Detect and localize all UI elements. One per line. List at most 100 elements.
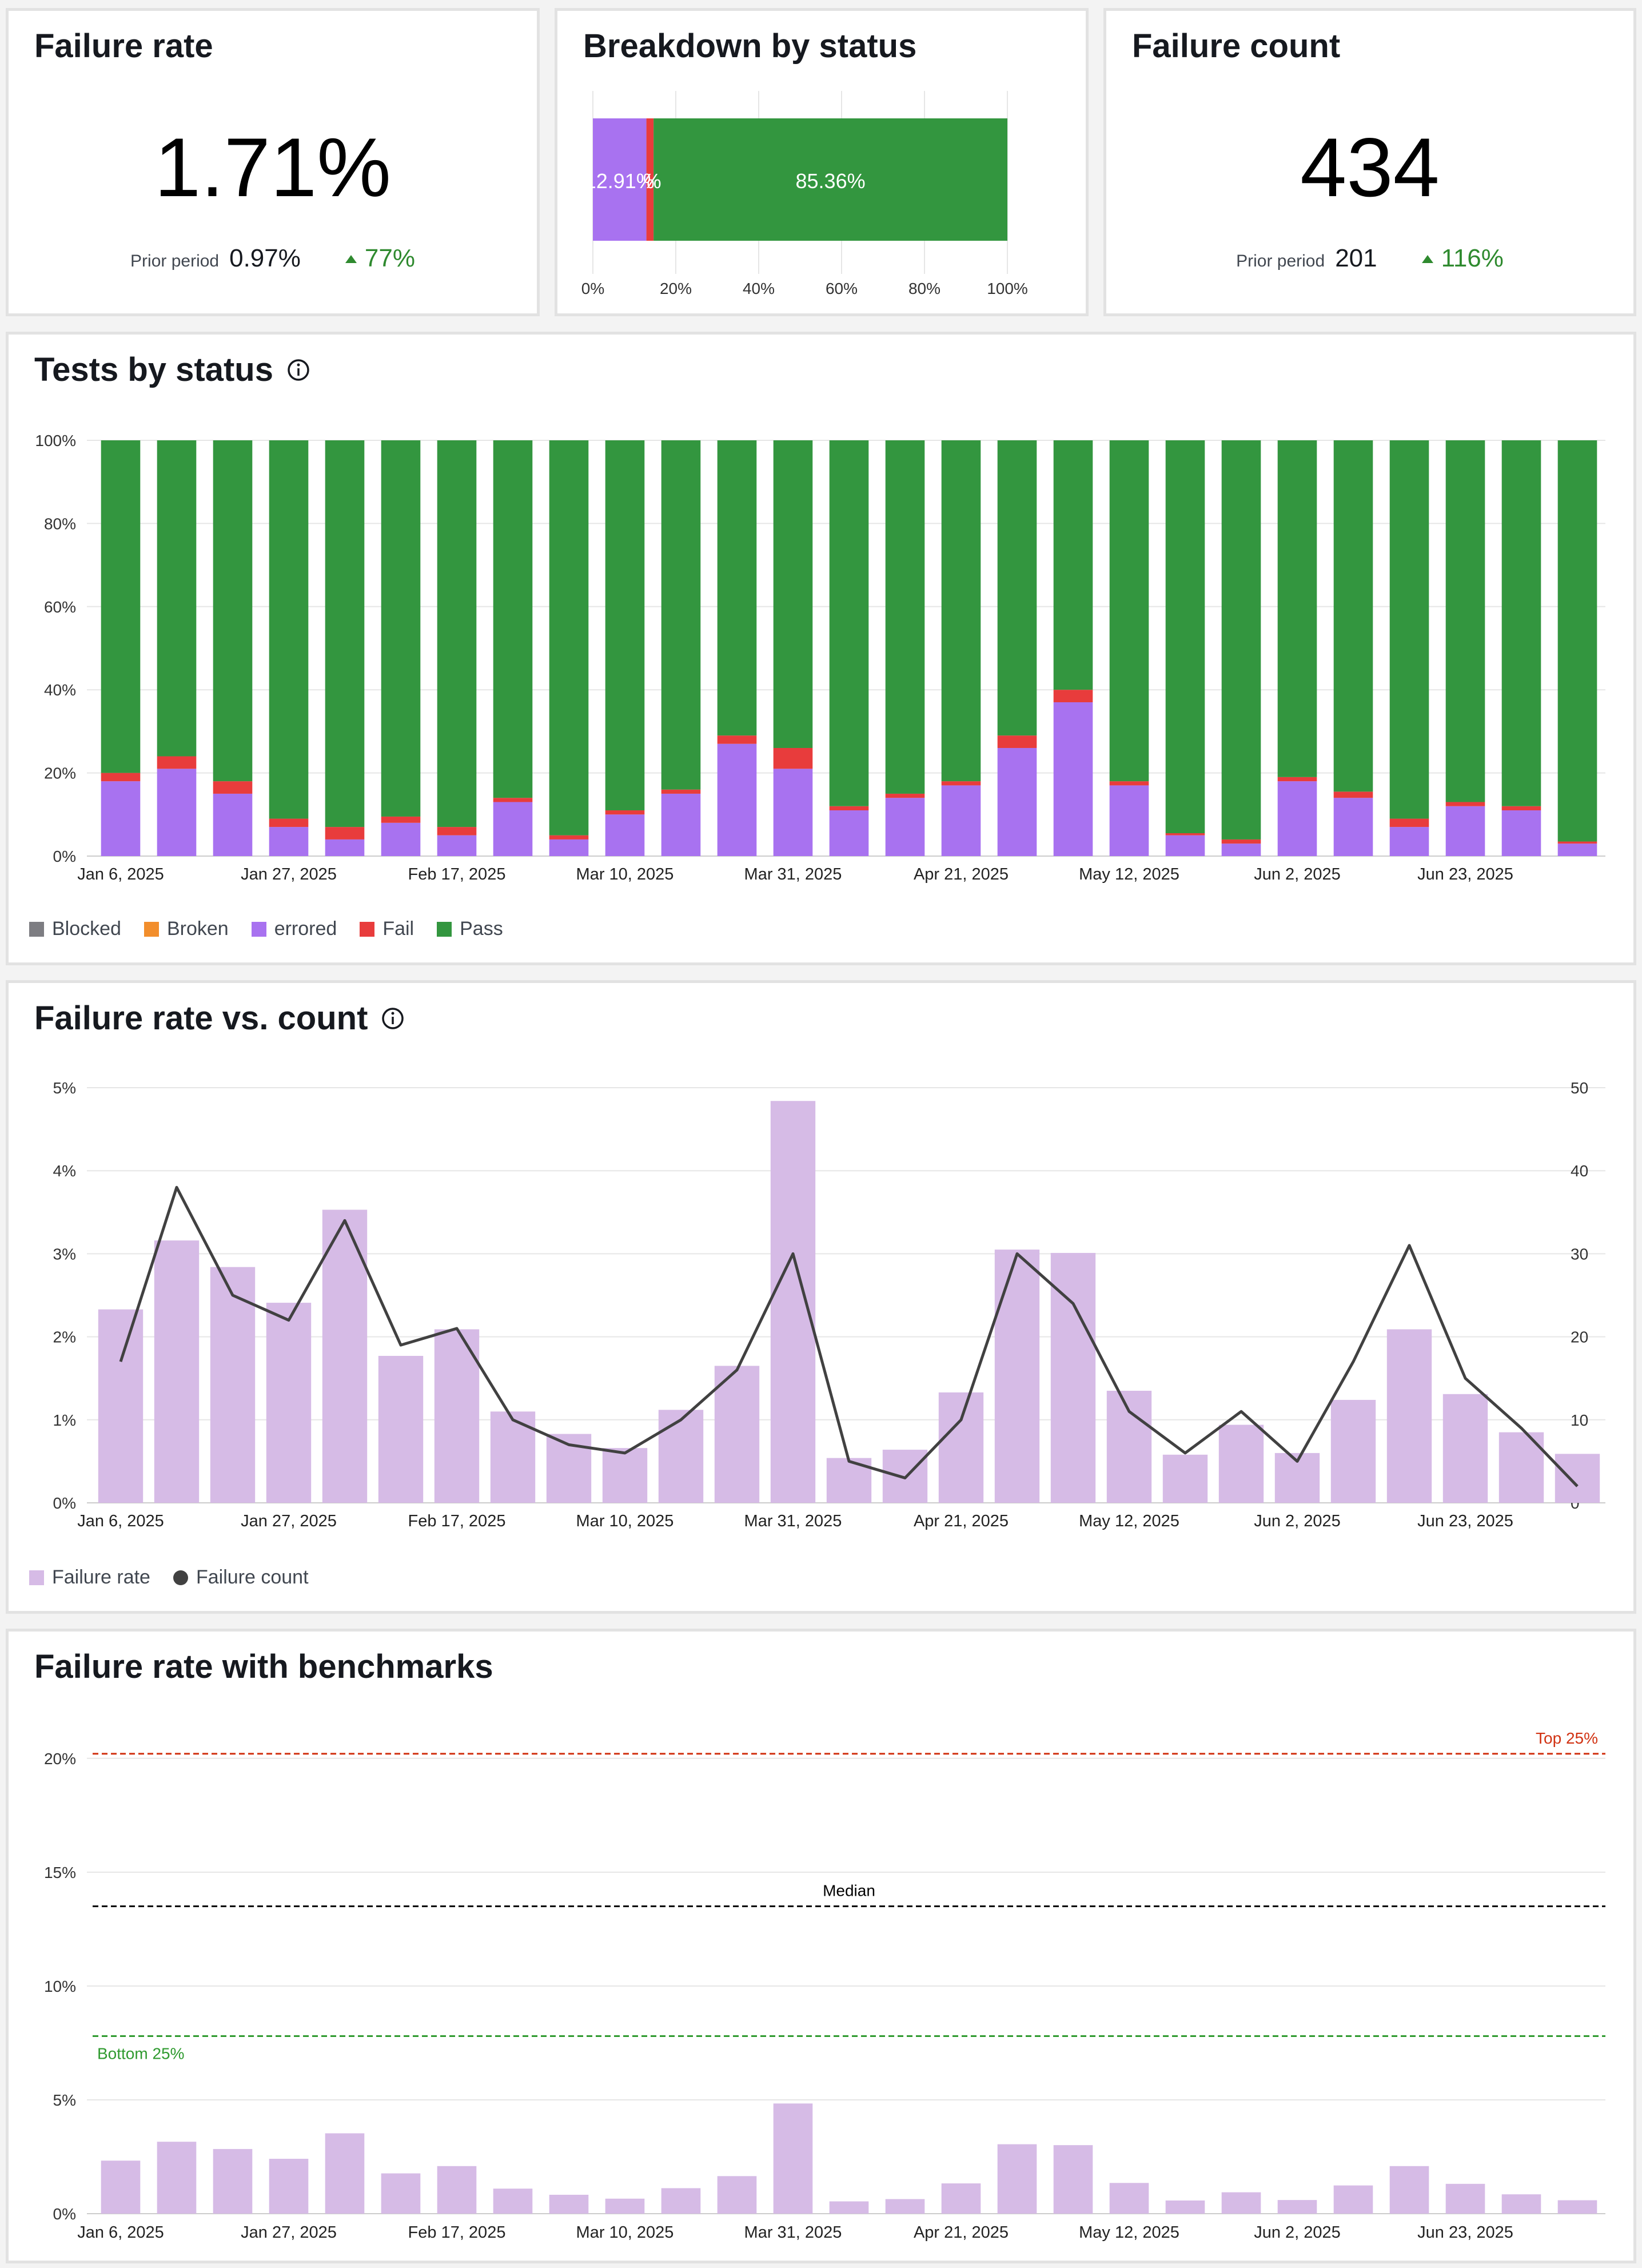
failure-rate-bar	[493, 2189, 533, 2214]
x-tick-label: Mar 10, 2025	[576, 2223, 674, 2242]
bar-segment-errored	[157, 769, 197, 856]
failure-rate-bar	[1109, 2183, 1149, 2214]
x-tick-label: Jan 6, 2025	[77, 865, 164, 884]
failure-rate-delta-value: 77%	[364, 244, 415, 272]
bar-segment-fail	[213, 781, 253, 794]
failure-rate-bar	[938, 1392, 984, 1503]
bar-segment-errored	[773, 769, 813, 856]
y-tick-label: 0%	[53, 847, 76, 865]
failure-rate-bar	[1555, 1454, 1600, 1503]
x-tick-label: Jun 2, 2025	[1254, 865, 1341, 884]
bar-segment-errored	[1165, 835, 1205, 856]
x-tick-label: Jun 23, 2025	[1417, 865, 1513, 884]
failure-rate-bar	[437, 2166, 477, 2214]
bar-segment-pass	[941, 440, 981, 782]
legend-label: Fail	[382, 918, 415, 940]
legend-label: Blocked	[52, 918, 121, 940]
legend-item-failure-count[interactable]: Failure count	[173, 1566, 309, 1589]
y-tick-label: 20%	[44, 1750, 76, 1768]
tests-by-status-title: Tests by status	[34, 351, 310, 389]
bar-segment-fail	[717, 735, 757, 744]
failure-rate-bar	[1333, 2185, 1373, 2214]
legend-item-broken[interactable]: Broken	[144, 918, 229, 940]
bar-segment-fail	[646, 118, 654, 241]
bar-segment-pass	[1109, 440, 1149, 782]
failure-rate-prior: Prior period 0.97% 77%	[9, 244, 537, 273]
failure-rate-card: Failure rate 1.71% Prior period 0.97% 77%	[6, 8, 540, 316]
bar-segment-fail	[997, 735, 1037, 748]
tests-by-status-card: Tests by status 0% 20% 40% 60% 80% 100% Jan 6,…	[6, 332, 1636, 965]
bar-segment-errored	[593, 118, 647, 241]
bar-segment-fail	[1165, 833, 1205, 835]
benchmark-label: Bottom 25%	[97, 2044, 185, 2062]
x-tick-label: Jun 2, 2025	[1254, 1512, 1341, 1530]
benchmarks-title: Failure rate with benchmarks	[34, 1648, 493, 1685]
benchmark-label: Median	[823, 1882, 875, 1900]
failure-rate-bar	[1445, 2183, 1485, 2214]
failure-rate-bar	[213, 2148, 253, 2214]
legend-item-errored[interactable]: errored	[251, 918, 337, 940]
legend-item-blocked[interactable]: Blocked	[29, 918, 121, 940]
failure-rate-bar	[1277, 2200, 1317, 2214]
bar-segment-errored	[1445, 806, 1485, 856]
failure-rate-bar	[1221, 2192, 1261, 2214]
bar-segment-errored	[269, 827, 309, 856]
failure-rate-bar	[1386, 1329, 1432, 1503]
y-tick-label-right: 10	[1571, 1411, 1588, 1429]
y-tick-label: 10%	[44, 1977, 76, 1995]
bar-segment-fail	[549, 835, 589, 839]
y-tick-label: 20%	[44, 765, 76, 782]
x-tick-label: 40%	[743, 280, 775, 297]
bar-segment-fail	[1221, 839, 1261, 844]
x-tick-label: Apr 21, 2025	[914, 1512, 1009, 1530]
y-tick-label: 100%	[35, 432, 76, 449]
y-tick-label-left: 0%	[53, 1494, 76, 1512]
x-tick-label: Jan 27, 2025	[241, 865, 337, 884]
bar-segment-pass	[717, 440, 757, 736]
bar-segment-errored	[325, 839, 365, 856]
bar-segment-pass	[549, 440, 589, 835]
legend-swatch	[251, 921, 266, 937]
failure-rate-bar	[434, 1329, 480, 1503]
y-tick-label: 40%	[44, 681, 76, 699]
bar-segment-errored	[997, 747, 1037, 856]
failure-rate-bar	[997, 2144, 1037, 2214]
failure-rate-bar	[658, 1410, 704, 1503]
bar-segment-errored	[493, 802, 533, 856]
legend-swatch	[437, 921, 452, 937]
legend-item-failure-rate[interactable]: Failure rate	[29, 1566, 150, 1589]
bar-segment-fail	[1389, 818, 1429, 827]
legend-swatch	[173, 1570, 188, 1585]
data-label: 85.36%	[796, 169, 866, 193]
prior-period-value: 201	[1335, 244, 1377, 272]
rate-vs-count-legend: Failure rate Failure count	[29, 1566, 332, 1589]
legend-item-pass[interactable]: Pass	[437, 918, 503, 940]
x-tick-label: Feb 17, 2025	[408, 1512, 506, 1530]
failure-rate-bar	[210, 1267, 256, 1503]
bar-segment-errored	[437, 835, 477, 856]
failure-rate-bar	[885, 2199, 925, 2214]
failure-rate-bar	[269, 2159, 309, 2214]
failure-rate-bar	[490, 1411, 536, 1503]
failure-rate-bar	[1442, 1394, 1488, 1503]
x-tick-label: May 12, 2025	[1079, 1512, 1179, 1530]
failure-count-prior: Prior period 201 116%	[1106, 244, 1633, 273]
info-icon[interactable]	[287, 359, 310, 381]
bar-segment-fail	[1277, 777, 1317, 782]
legend-item-fail[interactable]: Fail	[360, 918, 414, 940]
info-icon[interactable]	[381, 1007, 404, 1030]
bar-segment-fail	[1557, 841, 1597, 844]
bar-segment-errored	[1221, 843, 1261, 856]
bar-segment-fail	[605, 810, 645, 815]
bar-segment-pass	[661, 440, 701, 790]
tests-by-status-legend: Blocked Broken errored Fail Pass	[29, 918, 526, 940]
bar-segment-fail	[1445, 802, 1485, 806]
failure-rate-bar	[1053, 2145, 1093, 2214]
failure-rate-bar	[101, 2160, 141, 2214]
failure-rate-bar	[157, 2142, 197, 2214]
failure-count-delta-value: 116%	[1441, 244, 1504, 272]
benchmark-label: Top 25%	[1536, 1729, 1598, 1747]
bar-segment-errored	[885, 798, 925, 856]
legend-label: Pass	[460, 918, 503, 940]
